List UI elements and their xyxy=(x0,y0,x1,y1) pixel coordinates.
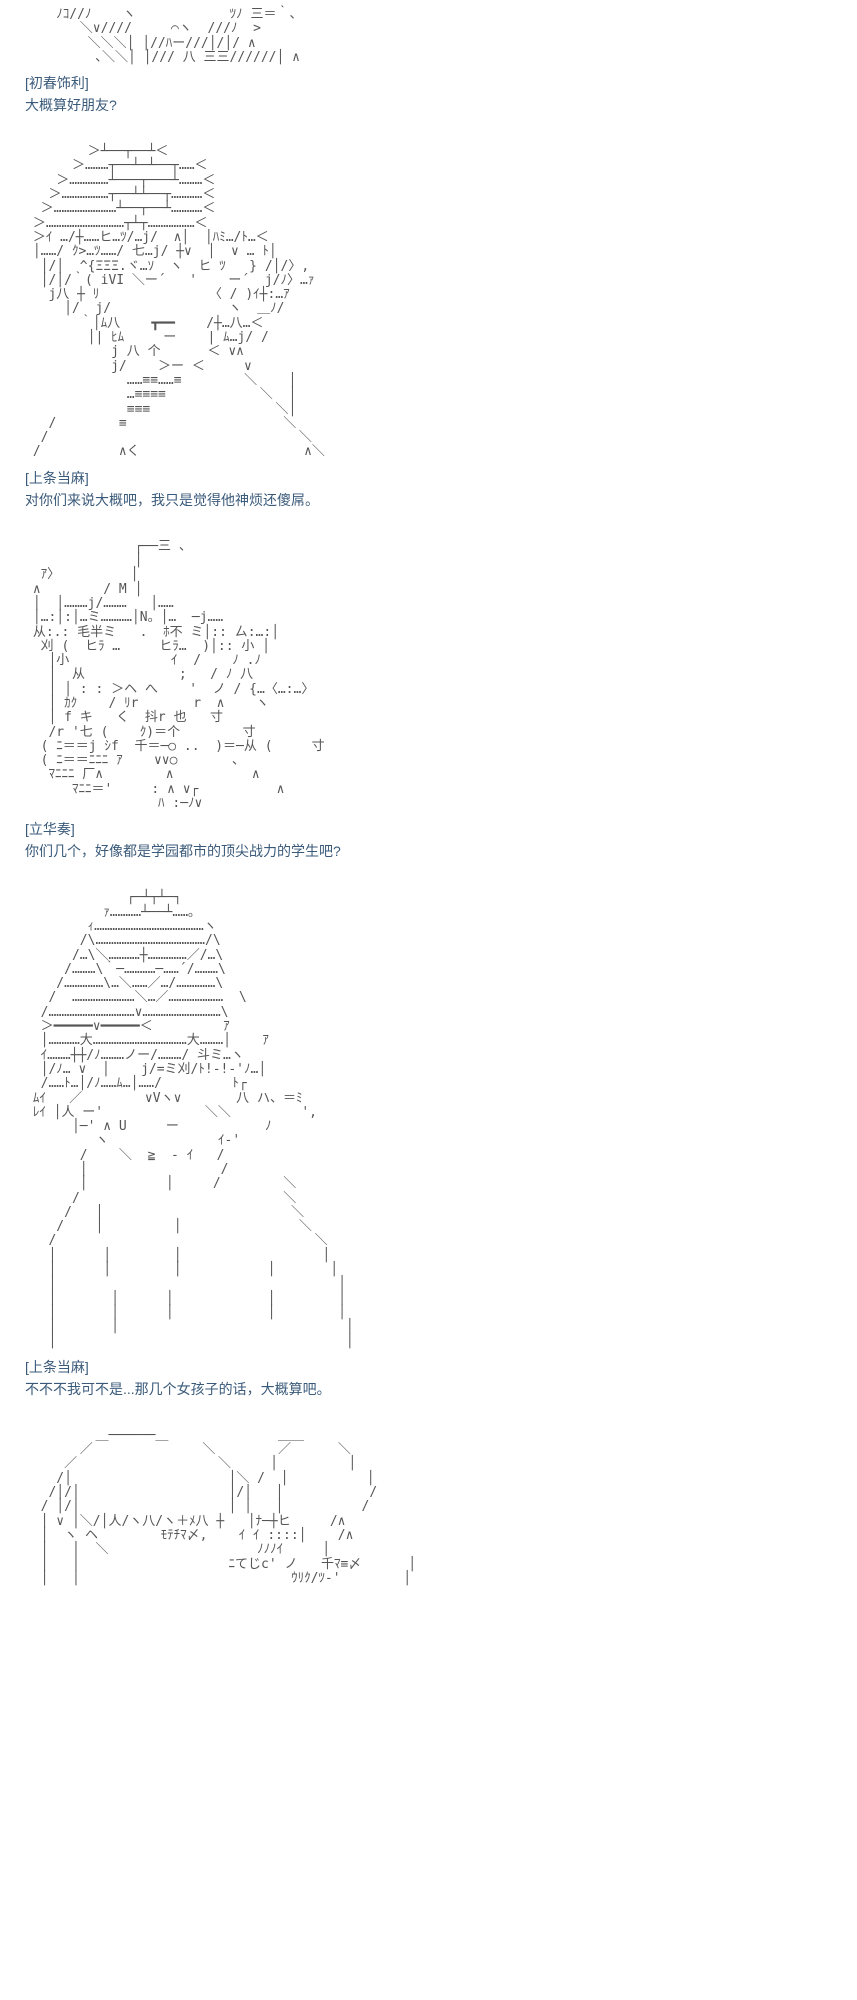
dialogue-line: 不不不我可不是...那几个女孩子的话，大概算吧。 xyxy=(25,1379,832,1399)
dialogue-content: ﾉｺ//ﾉ ヽ ﾂﾉ 三＝｀、 ＼∨//// ⌒ヽ ///ﾉ > ＼＼＼│ │/… xyxy=(25,8,832,1586)
speaker-label: [立华奏] xyxy=(25,819,832,839)
dialogue-line: 你们几个，好像都是学园都市的顶尖战力的学生吧? xyxy=(25,841,832,861)
dialogue-line: 对你们来说大概吧，我只是觉得他神烦还傻屌。 xyxy=(25,490,832,510)
speaker-label: [上条当麻] xyxy=(25,468,832,488)
ascii-art: ＿──────＿ ＿＿ ／ ＼ ／ ＼ ／ ＼ │ │ /│ │＼ / │ │ … xyxy=(25,1429,832,1586)
ascii-art: ＞┴──┬──┴＜ ＞………┬──┴─┴──┬……＜ ＞……………┴───┬──… xyxy=(25,145,832,460)
speaker-label: [上条当麻] xyxy=(25,1357,832,1377)
ascii-art: ﾉｺ//ﾉ ヽ ﾂﾉ 三＝｀、 ＼∨//// ⌒ヽ ///ﾉ > ＼＼＼│ │/… xyxy=(25,8,832,65)
speaker-label: [初春饰利] xyxy=(25,73,832,93)
dialogue-line: 大概算好朋友? xyxy=(25,95,832,115)
ascii-art: ┌─┴┬┴─┐ ｧ…………┴──┴……｡ ｨ……………………………………ヽ /\… xyxy=(25,891,832,1349)
ascii-art: ┌──三 、 │ ｱ〉 │ ∧ / M │ │ │………j/……… │…… │…… xyxy=(25,540,832,812)
